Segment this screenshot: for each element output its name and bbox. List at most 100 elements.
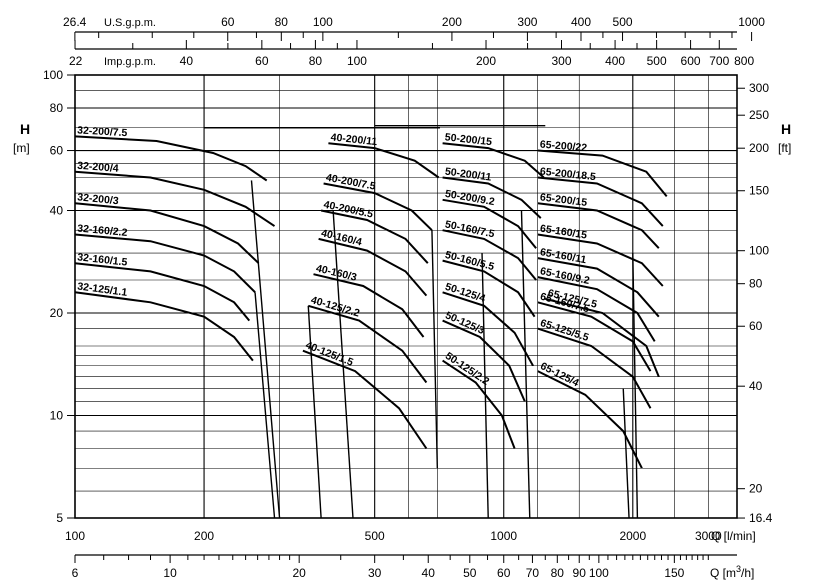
y2-axis-unit: [ft]: [778, 141, 791, 155]
series-curve: [537, 276, 656, 342]
family-boundary: [250, 180, 281, 519]
series-label: 50-160/7.5: [444, 218, 496, 240]
series-curve: [442, 142, 545, 179]
series-curve: [442, 319, 526, 402]
y2-tick-label: 150: [749, 184, 769, 198]
y2-tick-label: 300: [749, 81, 769, 95]
m3h-tick-label: 20: [292, 566, 306, 580]
x-axis-m3h-label: Q [m3/h]: [710, 564, 754, 580]
y2-tick-label: 200: [749, 141, 769, 155]
usgpm-tick-label: 300: [517, 15, 537, 29]
y2-tick-label: 100: [749, 244, 769, 258]
y-tick-label: 40: [50, 203, 64, 217]
family-boundary: [520, 210, 531, 519]
x-lpm-tick-label: 3000: [695, 529, 722, 543]
y-tick-label: 20: [50, 306, 64, 320]
series-curve: [308, 304, 428, 384]
series-curve: [320, 209, 429, 264]
series-curve: [74, 291, 254, 362]
impgpm-tick-label: 500: [647, 54, 667, 68]
usgpm-tick-label: 500: [613, 15, 633, 29]
m3h-tick-label: 30: [368, 566, 382, 580]
series-label: 40-200/5.5: [323, 199, 375, 221]
y2-tick-label: 16.4: [749, 511, 773, 525]
series-curve: [537, 257, 660, 318]
family-boundary: [481, 253, 489, 519]
usgpm-tick-label: 60: [221, 15, 235, 29]
x-lpm-tick-label: 500: [365, 529, 385, 543]
series-label: 65-160/9.2: [539, 265, 591, 287]
series-curve: [302, 349, 428, 450]
family-boundary: [431, 230, 439, 469]
m3h-tick-label: 6: [72, 566, 79, 580]
x-axis-m3h-label-end: /h]: [741, 566, 754, 580]
family-boundary: [622, 388, 630, 519]
m3h-tick-label: 100: [589, 566, 609, 580]
series-label: 40-125/2.2: [309, 294, 361, 320]
series-curve: [537, 370, 643, 469]
series-label: 32-200/7.5: [77, 124, 128, 139]
family-boundary: [307, 305, 322, 519]
m3h-tick-label: 60: [497, 566, 511, 580]
impgpm-tick-label: 600: [681, 54, 701, 68]
series-curve: [74, 135, 268, 182]
series-label: 32-160/1.5: [77, 251, 128, 268]
y2-axis-label: H: [781, 121, 791, 137]
series-curve: [537, 327, 652, 409]
series-curve: [442, 229, 537, 281]
m3h-tick-label: 150: [664, 566, 684, 580]
series-curve: [537, 176, 664, 227]
impgpm-tick-label: 400: [605, 54, 625, 68]
usgpm-tick-label: 400: [571, 15, 591, 29]
series-curve: [537, 233, 664, 287]
series-curve: [442, 359, 516, 449]
impgpm-tick-label: 100: [347, 54, 367, 68]
m3h-tick-label: 70: [526, 566, 540, 580]
usgpm-tick-label: 1000: [738, 15, 765, 29]
family-boundary: [632, 253, 639, 519]
y-tick-label: 5: [56, 511, 63, 525]
series-curve: [313, 273, 425, 338]
series-curve: [74, 170, 276, 227]
y-tick-label: 100: [43, 68, 63, 82]
series-curve: [442, 291, 534, 367]
family-boundary: [332, 210, 354, 519]
series-label: 40-200/11: [330, 131, 378, 148]
pump-curves: 32-200/7.5 32-200/4 32-200/3 32-160/2.2 32-1…: [74, 124, 668, 519]
impgpm-tick-label: 300: [551, 54, 571, 68]
series-label: 50-125/4: [444, 281, 487, 305]
x-lpm-tick-label: 1000: [490, 529, 517, 543]
series-curve: [328, 142, 440, 179]
y2-tick-label: 80: [749, 277, 763, 291]
series-curve: [318, 237, 428, 297]
impgpm-tick-label: 80: [309, 54, 323, 68]
impgpm-tick-label: 700: [709, 54, 729, 68]
x-axis-m3h-label-main: Q [m: [710, 566, 736, 580]
series-label: 50-200/15: [444, 131, 492, 148]
series-curve: [537, 301, 652, 372]
x-lpm-tick-label: 100: [65, 529, 85, 543]
series-curve: [74, 262, 251, 322]
series-curve: [442, 198, 537, 249]
usgpm-tick-label: 200: [442, 15, 462, 29]
series-label: 50-160/5.5: [444, 249, 496, 273]
x-axis-usgpm-label: U.S.g.p.m.: [104, 17, 156, 29]
plot-frame: [74, 74, 738, 519]
series-curve: [545, 297, 660, 378]
y2-tick-label: 250: [749, 108, 769, 122]
impgpm-tick-label: 800: [734, 54, 754, 68]
x-axis-usgpm-first: 26.4: [63, 15, 87, 29]
series-label: 65-125/5.5: [539, 317, 591, 344]
series-label: 65-200/15: [539, 191, 588, 209]
series-curve: [74, 233, 256, 294]
y2-tick-label: 60: [749, 319, 763, 333]
m3h-tick-label: 80: [551, 566, 565, 580]
series-label: 32-200/3: [77, 191, 120, 207]
x-axis-lpm-label: Q [l/min]: [711, 529, 756, 543]
grid: [74, 74, 738, 519]
series-label: 65-200/18.5: [539, 166, 596, 184]
series-curve: [323, 182, 433, 231]
series-label: 32-160/2.2: [77, 223, 128, 239]
